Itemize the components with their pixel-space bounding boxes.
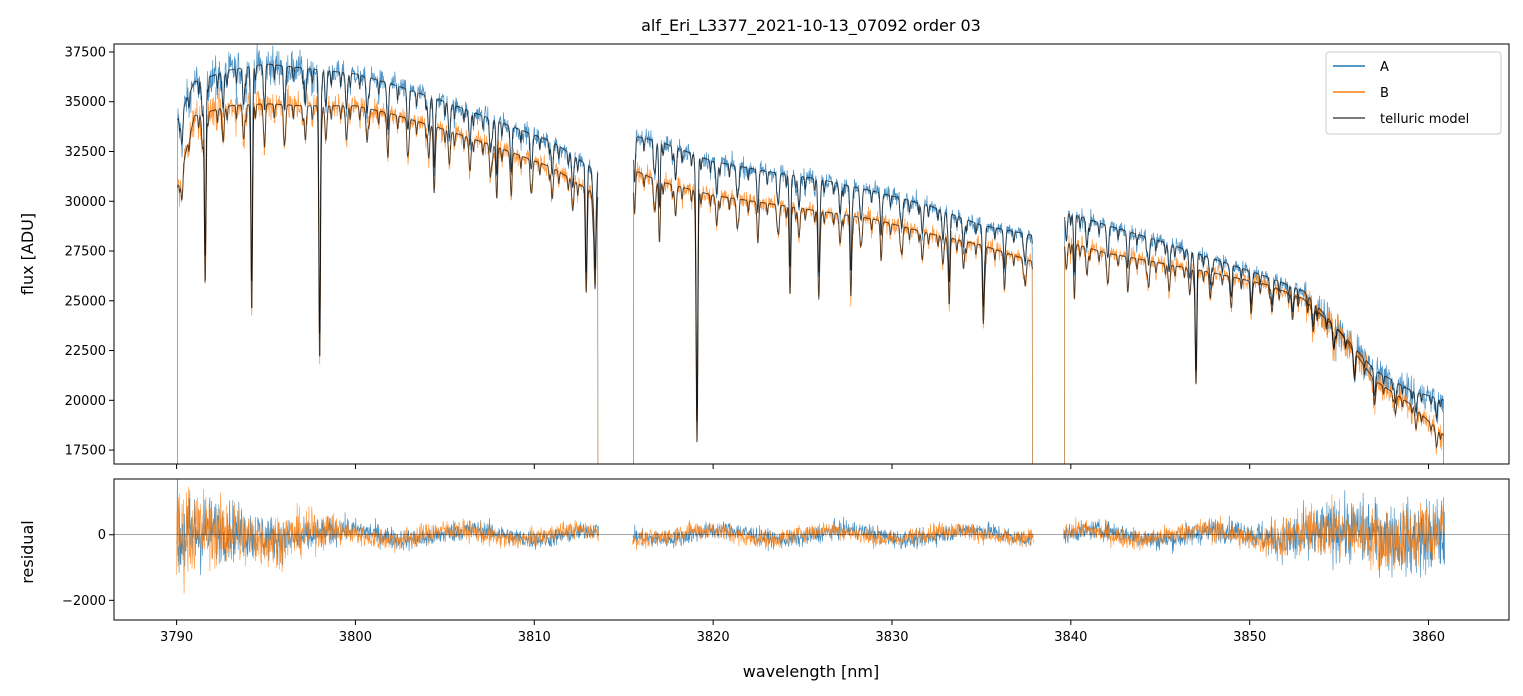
residual-b-line-segment-2 bbox=[632, 519, 1034, 551]
main-ytick-label: 32500 bbox=[65, 145, 106, 160]
legend-box bbox=[1325, 51, 1502, 135]
main-axes-frame bbox=[113, 43, 1510, 465]
xtick-label: 3820 bbox=[697, 630, 730, 645]
legend-label-a: A bbox=[1380, 60, 1389, 75]
xtick-label: 3830 bbox=[875, 630, 908, 645]
residual-ytick-label: 0 bbox=[98, 528, 106, 543]
residual-axes-frame bbox=[113, 478, 1510, 621]
main-ytick-label: 20000 bbox=[65, 394, 106, 409]
main-ytick-label: 27500 bbox=[65, 245, 106, 260]
xtick-label: 3850 bbox=[1233, 630, 1266, 645]
chart-title: alf_Eri_L3377_2021-10-13_07092 order 03 bbox=[641, 16, 981, 36]
xtick-label: 3790 bbox=[160, 630, 193, 645]
telluric-model-line-b-segment-1 bbox=[177, 103, 599, 357]
xtick-label: 3800 bbox=[339, 630, 372, 645]
telluric-model-line-a-segment-1 bbox=[177, 63, 599, 334]
xtick-label: 3810 bbox=[518, 630, 551, 645]
main-ytick-label: 25000 bbox=[65, 294, 106, 309]
residual-ytick-label: −2000 bbox=[62, 594, 106, 609]
telluric-model-line-a-segment-2 bbox=[633, 136, 1033, 422]
telluric-model-line-b-segment-3 bbox=[1064, 242, 1445, 449]
main-ytick-label: 35000 bbox=[65, 95, 106, 110]
main-plot-panel: 17500 20000 22500 25000 27500 30000 32500 35000… bbox=[18, 43, 1510, 469]
legend-label-b: B bbox=[1380, 86, 1389, 101]
x-axis-label-wavelength: wavelength [nm] bbox=[743, 662, 880, 681]
y-axis-label-flux: flux [ADU] bbox=[18, 213, 37, 295]
telluric-model-line-a-segment-3 bbox=[1064, 213, 1444, 420]
xtick-label: 3840 bbox=[1054, 630, 1087, 645]
xtick-label: 3860 bbox=[1412, 630, 1445, 645]
legend-label-telluric: telluric model bbox=[1380, 112, 1469, 127]
y-axis-label-residual: residual bbox=[18, 520, 37, 583]
residual-plot-panel: −20000 3790 3800 3810 3820 3830 3840 3850 3860 … bbox=[18, 478, 1510, 681]
residual-a-line-segment-1 bbox=[176, 479, 599, 576]
main-ytick-label: 37500 bbox=[65, 45, 106, 60]
main-ytick-label: 22500 bbox=[65, 344, 106, 359]
residual-b-line-segment-1 bbox=[176, 480, 599, 594]
telluric-model-line-b-segment-2 bbox=[633, 171, 1033, 443]
residual-b-line-segment-3 bbox=[1063, 494, 1445, 571]
main-ytick-label: 17500 bbox=[65, 444, 106, 459]
main-ytick-label: 30000 bbox=[65, 195, 106, 210]
legend: A B telluric model bbox=[1325, 51, 1502, 135]
